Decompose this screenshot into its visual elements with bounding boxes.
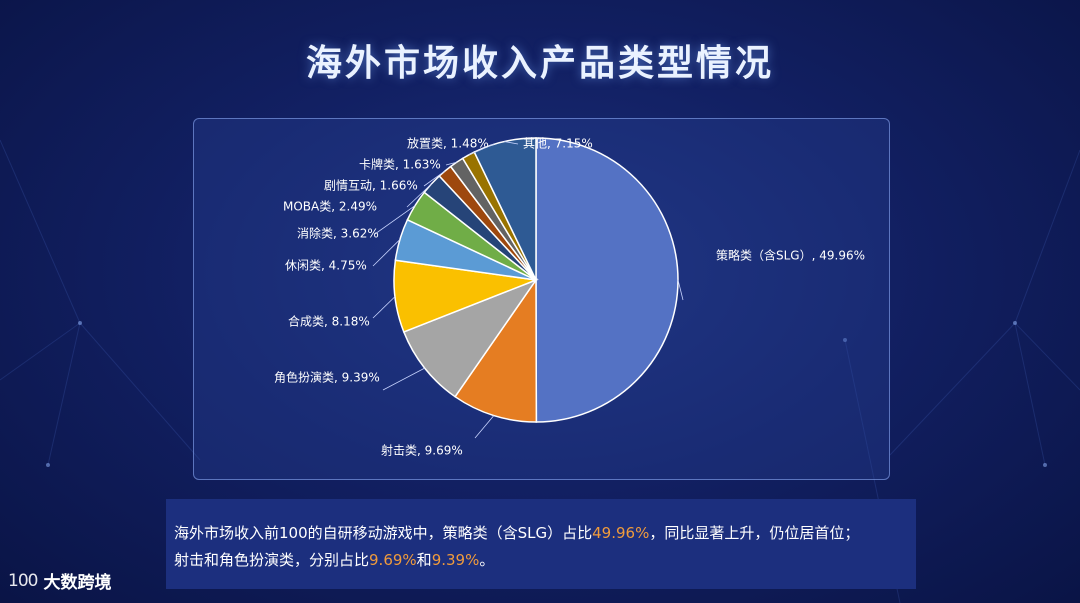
leader-line [445, 161, 457, 166]
slice-label: 射击类, 9.69% [381, 443, 463, 458]
summary-text: 和 [416, 551, 432, 569]
summary-box: 海外市场收入前100的自研移动游戏中，策略类（含SLG）占比49.96%，同比显… [166, 499, 916, 589]
slice-label: 卡牌类, 1.63% [359, 158, 441, 172]
leader-line [372, 296, 396, 319]
pie-slice [402, 278, 539, 398]
summary-text: 。 [479, 551, 495, 569]
pie-slice [535, 137, 679, 423]
logo-mark: 100 [8, 570, 38, 591]
leader-line [677, 279, 684, 301]
leader-line [382, 367, 425, 391]
summary-highlight: 9.69% [369, 551, 417, 569]
pie-slice [454, 277, 538, 423]
leader-line [423, 170, 446, 187]
slice-label: 策略类（含SLG）, 49.96% [716, 248, 865, 263]
summary-text: ，同比显著上升，仍位居首位； [649, 524, 860, 542]
slice-label: 剧情互动, 1.66% [324, 179, 418, 193]
logo: 100 大数跨境 [8, 568, 112, 594]
leader-line [372, 239, 401, 267]
summary-text: 海外市场收入前100的自研移动游戏中，策略类（含SLG）占比 [174, 524, 593, 542]
leader-line [504, 141, 519, 145]
slice-label: 合成类, 8.18% [288, 314, 370, 329]
summary-line-1: 海外市场收入前100的自研移动游戏中，策略类（含SLG）占比49.96%，同比显… [174, 520, 916, 547]
slice-label: 休闲类, 4.75% [285, 259, 367, 273]
slice-label: 其他, 7.15% [523, 137, 593, 151]
slice-label: 消除类, 3.62% [297, 226, 379, 241]
summary-line-2: 射击和角色扮演类，分别占比9.69%和9.39%。 [174, 547, 916, 574]
summary-highlight: 49.96% [592, 524, 650, 542]
slice-label: 放置类, 1.48% [407, 136, 489, 151]
logo-text: 大数跨境 [43, 573, 112, 593]
leader-line [474, 415, 495, 439]
leader-line [374, 205, 416, 235]
slice-label: 角色扮演类, 9.39% [274, 370, 380, 385]
page-title: 海外市场收入产品类型情况 [305, 43, 774, 84]
summary-text: 射击和角色扮演类，分别占比 [174, 551, 370, 569]
slice-label: MOBA类, 2.49% [283, 200, 377, 214]
summary-highlight: 9.39% [431, 551, 480, 569]
pie-chart: 策略类（含SLG）, 49.96% 射击类, 9.69% 角色扮演类, 9.39% 合… [274, 136, 865, 458]
leader-line [406, 183, 432, 208]
leader-line [468, 143, 495, 156]
